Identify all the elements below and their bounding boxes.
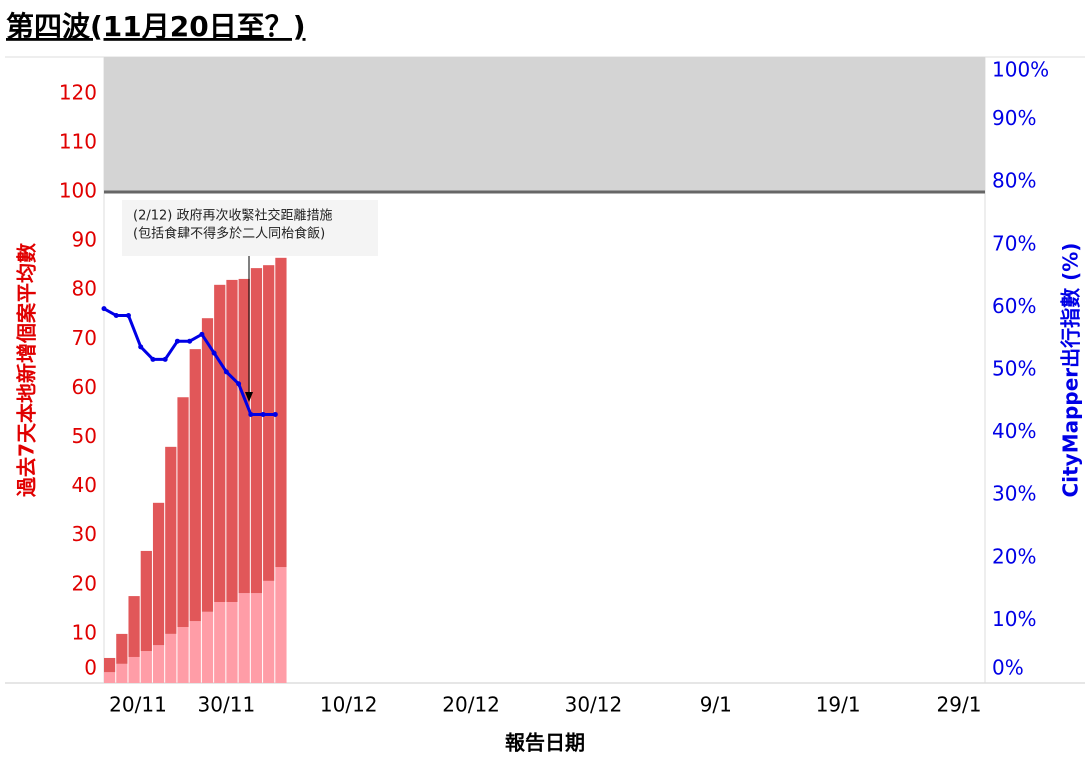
- annotation-text: (包括食肆不得多於二人同枱食飯): [133, 226, 325, 242]
- y2-tick-label: 50%: [992, 357, 1036, 381]
- line-point: [272, 411, 278, 417]
- line-point: [199, 331, 205, 337]
- bar: [104, 672, 116, 683]
- bar: [238, 593, 250, 683]
- bar: [189, 349, 201, 622]
- y-tick-label: 90: [72, 228, 97, 252]
- bar: [214, 601, 226, 683]
- y-tick-label: 20: [72, 571, 97, 595]
- bar: [177, 627, 189, 683]
- line-point: [211, 350, 217, 356]
- y-tick-label: 70: [72, 326, 97, 350]
- line-point: [162, 356, 168, 362]
- bar: [226, 601, 238, 683]
- x-tick-label: 10/12: [320, 693, 378, 717]
- y2-tick-label: 30%: [992, 482, 1036, 506]
- x-tick-label: 19/1: [816, 693, 861, 717]
- line-point: [138, 344, 144, 350]
- y-tick-label: 50: [72, 424, 97, 448]
- x-axis-label: 報告日期: [505, 731, 585, 755]
- y-tick-label: 60: [72, 375, 97, 399]
- annotation: (2/12) 政府再次收緊社交距離措施 (包括食肆不得多於二人同枱食飯): [122, 200, 378, 402]
- bar: [116, 663, 128, 683]
- y-axis-label: 過去7天本地新增個案平均數: [15, 243, 39, 497]
- y2-tick-label: 60%: [992, 294, 1036, 318]
- bar: [263, 265, 275, 581]
- annotation-arrowhead: [245, 392, 253, 402]
- bar: [189, 621, 201, 683]
- y-tick-label: 100: [59, 179, 97, 203]
- bar: [152, 502, 165, 646]
- line-point: [187, 338, 193, 344]
- plot: 0 10 20 30 40 50 60 70 80 90 100 110 120 0% 10% 20% 30% 4…: [59, 57, 1049, 717]
- y2-tick-label: 100%: [992, 58, 1049, 82]
- y-tick-label: 120: [59, 80, 97, 104]
- bar: [250, 268, 263, 594]
- x-tick-label: 9/1: [700, 693, 732, 717]
- bar: [226, 279, 238, 602]
- bar: [152, 645, 165, 683]
- line-point: [223, 369, 229, 375]
- y2-tick-label: 70%: [992, 231, 1036, 255]
- x-tick-label: 29/1: [937, 693, 982, 717]
- y-tick-label: 0: [84, 656, 97, 680]
- bar: [140, 550, 152, 652]
- reference-band: [104, 57, 985, 193]
- bar: [263, 580, 275, 683]
- y2-axis-label: CityMapper出行指數 (%): [1059, 243, 1083, 498]
- y-tick-label: 10: [72, 620, 97, 644]
- line-point: [113, 313, 119, 319]
- bar: [275, 567, 287, 683]
- y2-tick-label: 90%: [992, 106, 1036, 130]
- line-point: [248, 411, 254, 417]
- line-point: [150, 356, 156, 362]
- y-tick-label: 110: [59, 129, 97, 153]
- bar: [165, 446, 177, 634]
- y-tick-label: 30: [72, 522, 97, 546]
- y2-tick-label: 20%: [992, 544, 1036, 568]
- y2-tick-label: 10%: [992, 607, 1036, 631]
- line-point: [125, 313, 131, 319]
- bar: [275, 257, 287, 568]
- y2-tick-label: 0%: [992, 656, 1024, 680]
- bar: [128, 656, 140, 683]
- y2-tick-label: 80%: [992, 169, 1036, 193]
- annotation-text: (2/12) 政府再次收緊社交距離措施: [133, 208, 332, 224]
- chart-title: 第四波(11月20日至？): [6, 10, 306, 43]
- x-tick-label: 20/12: [442, 693, 500, 717]
- line-point: [260, 411, 266, 417]
- line-point: [174, 338, 180, 344]
- bar: [128, 596, 140, 657]
- y-tick-label: 80: [72, 277, 97, 301]
- x-tick-label: 30/12: [565, 693, 623, 717]
- line-point: [236, 381, 242, 387]
- bar: [177, 397, 189, 628]
- x-tick-label: 30/11: [198, 693, 256, 717]
- bar: [214, 284, 226, 602]
- x-tick-label: 20/11: [109, 693, 167, 717]
- bar: [201, 611, 214, 683]
- bar: [238, 278, 250, 594]
- y2-tick-label: 40%: [992, 419, 1036, 443]
- line-point: [101, 306, 107, 312]
- bar: [140, 651, 152, 683]
- bar: [201, 318, 214, 612]
- bar: [104, 657, 116, 673]
- bar: [165, 633, 177, 683]
- bar: [250, 593, 263, 683]
- annotation-box: [122, 200, 378, 256]
- bar: [116, 633, 128, 664]
- y-tick-label: 40: [72, 473, 97, 497]
